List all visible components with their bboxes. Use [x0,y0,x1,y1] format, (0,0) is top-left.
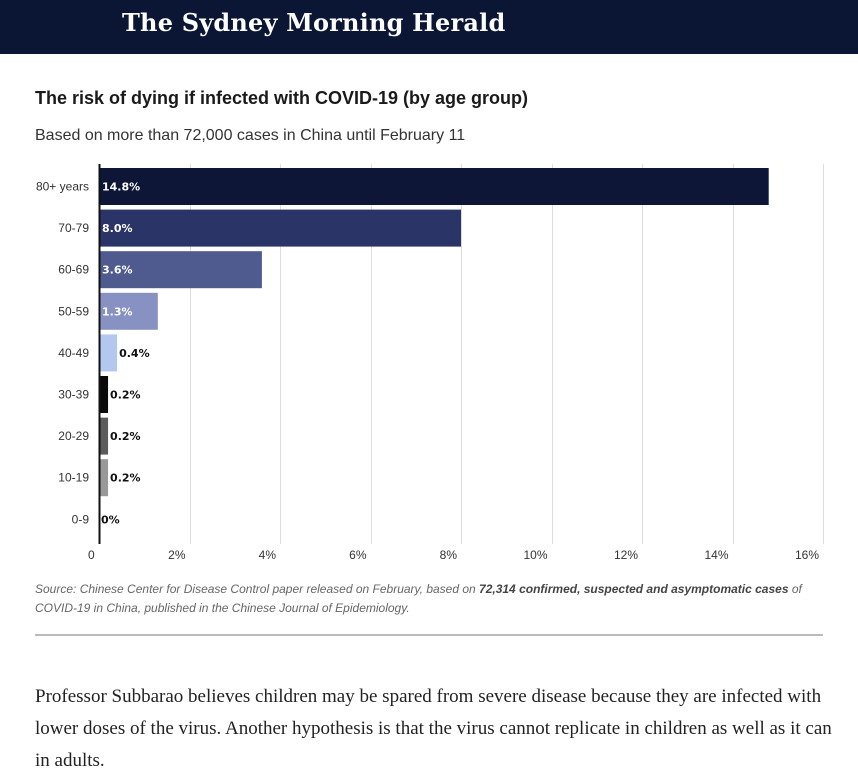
chart-subtitle: Based on more than 72,000 cases in China… [35,127,466,144]
source-prefix: Source: Chinese Center for Disease Contr… [35,582,480,596]
chart-title: The risk of dying if infected with COVID… [35,88,529,108]
bar [99,376,109,413]
bar [99,168,769,205]
chart-source: Source: Chinese Center for Disease Contr… [35,580,825,618]
source-suffix: of COVID-19 in China, published in the C… [35,582,802,615]
category-label: 80+ years [36,180,89,194]
x-tick-label: 14% [704,548,728,562]
x-tick-label: 4% [259,548,277,562]
bar [99,251,262,289]
category-label: 40-49 [58,346,89,360]
x-tick-label: 2% [168,548,186,562]
bar [99,417,109,455]
category-label: 50-59 [58,304,89,318]
x-tick-label: 10% [523,548,547,562]
data-label: 8.0% [102,222,133,235]
x-tick-label: 8% [440,548,458,562]
source-bold: 72,314 confirmed, suspected and asymptom… [479,582,789,596]
bar-chart: 80+ years 14.8% 70-79 8.0% 60-69 3.6% 50-59 1.3… [36,164,824,562]
x-tick-label: 12% [614,548,638,562]
category-label: 20-29 [58,429,89,443]
x-tick-label: 16% [795,548,819,562]
category-label: 10-19 [58,471,89,485]
article-paragraph: Professor Subbarao believes children may… [35,686,832,771]
x-tick-label: 0 [88,548,95,562]
data-label: 0.4% [119,347,150,360]
data-label: 14.8% [102,181,140,194]
x-tick-label: 6% [349,548,367,562]
category-label: 0-9 [72,512,90,526]
category-label: 60-69 [58,263,89,277]
divider [35,634,823,636]
site-logo[interactable]: The Sydney Morning Herald [122,8,506,37]
bar [99,209,461,247]
data-label: 0% [101,513,120,526]
bar [99,334,118,372]
data-label: 0.2% [110,389,141,402]
data-label: 0.2% [110,472,141,485]
category-label: 30-39 [58,388,89,402]
data-label: 1.3% [102,305,133,318]
data-label: 0.2% [110,430,141,443]
data-label: 3.6% [102,264,133,277]
masthead: The Sydney Morning Herald [0,0,858,54]
category-label: 70-79 [58,221,89,235]
bar [99,459,109,497]
bar [99,292,158,330]
